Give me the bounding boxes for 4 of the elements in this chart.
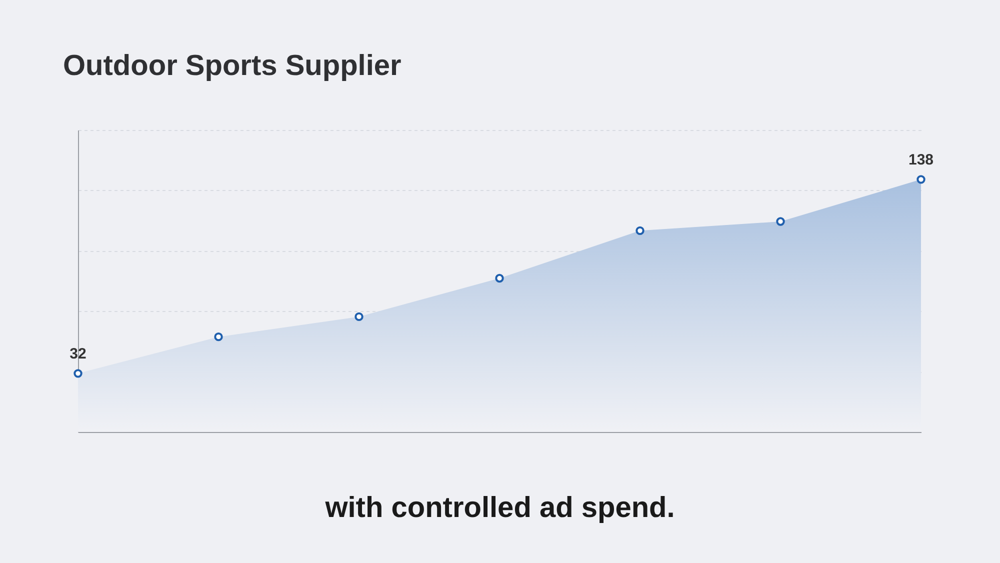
text: with controlled ad spend. [324,492,675,524]
data-label: 138 [908,151,934,168]
chart-title: Outdoor Sports Supplier [63,50,402,82]
data-label: 32 [70,345,86,362]
